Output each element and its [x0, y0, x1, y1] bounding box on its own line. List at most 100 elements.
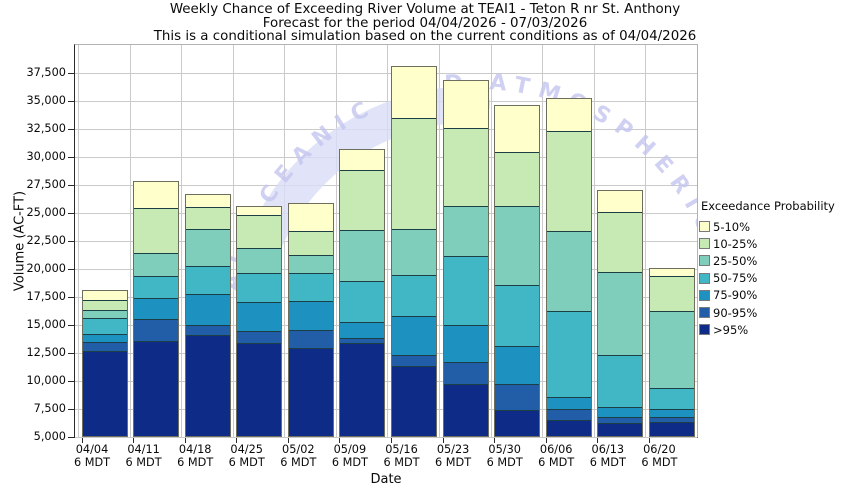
bar-segment-75-90[interactable]	[340, 321, 385, 339]
bar-segment-50-75[interactable]	[649, 387, 694, 409]
bar-segment-10-25[interactable]	[185, 206, 230, 229]
bar-segment-95[interactable]	[134, 341, 179, 437]
bar-segment-90-95[interactable]	[649, 416, 694, 422]
bar-segment-25-50[interactable]	[546, 230, 591, 311]
bar-segment-75-90[interactable]	[391, 316, 436, 356]
bar-segment-95[interactable]	[495, 409, 540, 436]
bar-segment-10-25[interactable]	[495, 152, 540, 207]
bar-segment-90-95[interactable]	[546, 409, 591, 421]
bar-segment-5-10[interactable]	[134, 182, 179, 208]
bar-06-06[interactable]	[545, 98, 592, 437]
bar-segment-10-25[interactable]	[649, 275, 694, 311]
bar-segment-50-75[interactable]	[598, 354, 643, 408]
grid-line-horizontal	[75, 380, 697, 382]
bar-segment-5-10[interactable]	[237, 207, 282, 216]
bar-segment-50-75[interactable]	[340, 280, 385, 322]
bar-segment-10-25[interactable]	[391, 117, 436, 229]
bar-segment-50-75[interactable]	[391, 275, 436, 317]
bar-segment-50-75[interactable]	[185, 265, 230, 294]
bar-segment-10-25[interactable]	[288, 231, 333, 256]
bar-segment-25-50[interactable]	[340, 229, 385, 281]
bar-segment-95[interactable]	[237, 342, 282, 437]
bar-segment-5-10[interactable]	[546, 99, 591, 131]
bar-segment-5-10[interactable]	[82, 290, 127, 301]
bar-segment-95[interactable]	[649, 421, 694, 436]
y-tick-mark	[68, 212, 75, 214]
bar-segment-95[interactable]	[288, 348, 333, 436]
bar-04-25[interactable]	[236, 206, 283, 437]
bar-06-20[interactable]	[648, 267, 695, 437]
bar-segment-75-90[interactable]	[82, 334, 127, 343]
bar-segment-95[interactable]	[82, 351, 127, 436]
bar-segment-75-90[interactable]	[495, 346, 540, 384]
bar-segment-75-90[interactable]	[598, 407, 643, 417]
bar-segment-10-25[interactable]	[598, 211, 643, 273]
bar-segment-10-25[interactable]	[340, 170, 385, 230]
bar-segment-5-10[interactable]	[598, 191, 643, 212]
bar-segment-90-95[interactable]	[134, 319, 179, 342]
bar-segment-5-10[interactable]	[443, 81, 488, 129]
bar-segment-5-10[interactable]	[391, 66, 436, 118]
bar-segment-50-75[interactable]	[237, 273, 282, 303]
bar-segment-50-75[interactable]	[288, 272, 333, 302]
bar-segment-25-50[interactable]	[185, 228, 230, 266]
bar-05-02[interactable]	[287, 202, 334, 437]
bar-segment-25-50[interactable]	[495, 206, 540, 285]
bar-segment-25-50[interactable]	[391, 228, 436, 275]
bar-segment-90-95[interactable]	[185, 324, 230, 335]
bar-segment-75-90[interactable]	[546, 397, 591, 410]
bar-segment-5-10[interactable]	[288, 203, 333, 232]
bar-segment-25-50[interactable]	[598, 272, 643, 355]
bar-segment-90-95[interactable]	[391, 355, 436, 367]
bar-segment-10-25[interactable]	[134, 207, 179, 254]
legend-label: 75-90%	[713, 288, 758, 303]
bar-segment-25-50[interactable]	[82, 310, 127, 319]
bar-segment-75-90[interactable]	[185, 293, 230, 325]
bar-segment-95[interactable]	[185, 334, 230, 436]
bar-segment-95[interactable]	[391, 366, 436, 436]
bar-segment-90-95[interactable]	[237, 331, 282, 343]
bar-segment-50-75[interactable]	[82, 318, 127, 335]
bar-04-11[interactable]	[133, 181, 180, 437]
x-tick-date: 04/04	[75, 443, 109, 456]
bar-segment-10-25[interactable]	[546, 130, 591, 231]
bar-segment-95[interactable]	[546, 420, 591, 437]
bar-segment-50-75[interactable]	[495, 284, 540, 347]
bar-05-09[interactable]	[339, 149, 386, 437]
bar-segment-90-95[interactable]	[82, 342, 127, 352]
bar-segment-25-50[interactable]	[443, 206, 488, 256]
bar-06-13[interactable]	[597, 190, 644, 437]
bar-segment-90-95[interactable]	[495, 383, 540, 410]
bar-segment-5-10[interactable]	[649, 268, 694, 276]
bar-segment-25-50[interactable]	[237, 247, 282, 274]
bar-segment-75-90[interactable]	[443, 325, 488, 362]
bar-segment-25-50[interactable]	[288, 255, 333, 273]
bar-segment-50-75[interactable]	[546, 310, 591, 398]
bar-segment-75-90[interactable]	[134, 298, 179, 320]
bar-segment-90-95[interactable]	[340, 338, 385, 344]
bar-segment-50-75[interactable]	[443, 256, 488, 326]
bar-segment-75-90[interactable]	[237, 302, 282, 332]
bar-05-23[interactable]	[442, 80, 489, 437]
bar-segment-50-75[interactable]	[134, 275, 179, 298]
bar-segment-5-10[interactable]	[185, 195, 230, 207]
bar-segment-90-95[interactable]	[288, 329, 333, 349]
bar-segment-90-95[interactable]	[598, 416, 643, 424]
bar-segment-90-95[interactable]	[443, 361, 488, 385]
bar-segment-5-10[interactable]	[340, 150, 385, 171]
bar-05-16[interactable]	[390, 65, 437, 437]
bar-segment-5-10[interactable]	[495, 105, 540, 153]
bar-segment-10-25[interactable]	[237, 215, 282, 248]
bar-segment-95[interactable]	[598, 423, 643, 436]
bar-segment-75-90[interactable]	[649, 408, 694, 417]
bar-segment-10-25[interactable]	[82, 300, 127, 311]
bar-segment-95[interactable]	[443, 384, 488, 437]
bar-segment-25-50[interactable]	[649, 310, 694, 388]
bar-segment-75-90[interactable]	[288, 301, 333, 330]
bar-segment-25-50[interactable]	[134, 253, 179, 276]
bar-segment-95[interactable]	[340, 343, 385, 437]
bar-segment-10-25[interactable]	[443, 128, 488, 207]
bar-04-18[interactable]	[184, 194, 231, 437]
bar-05-30[interactable]	[494, 104, 541, 437]
bar-04-04[interactable]	[81, 289, 128, 437]
